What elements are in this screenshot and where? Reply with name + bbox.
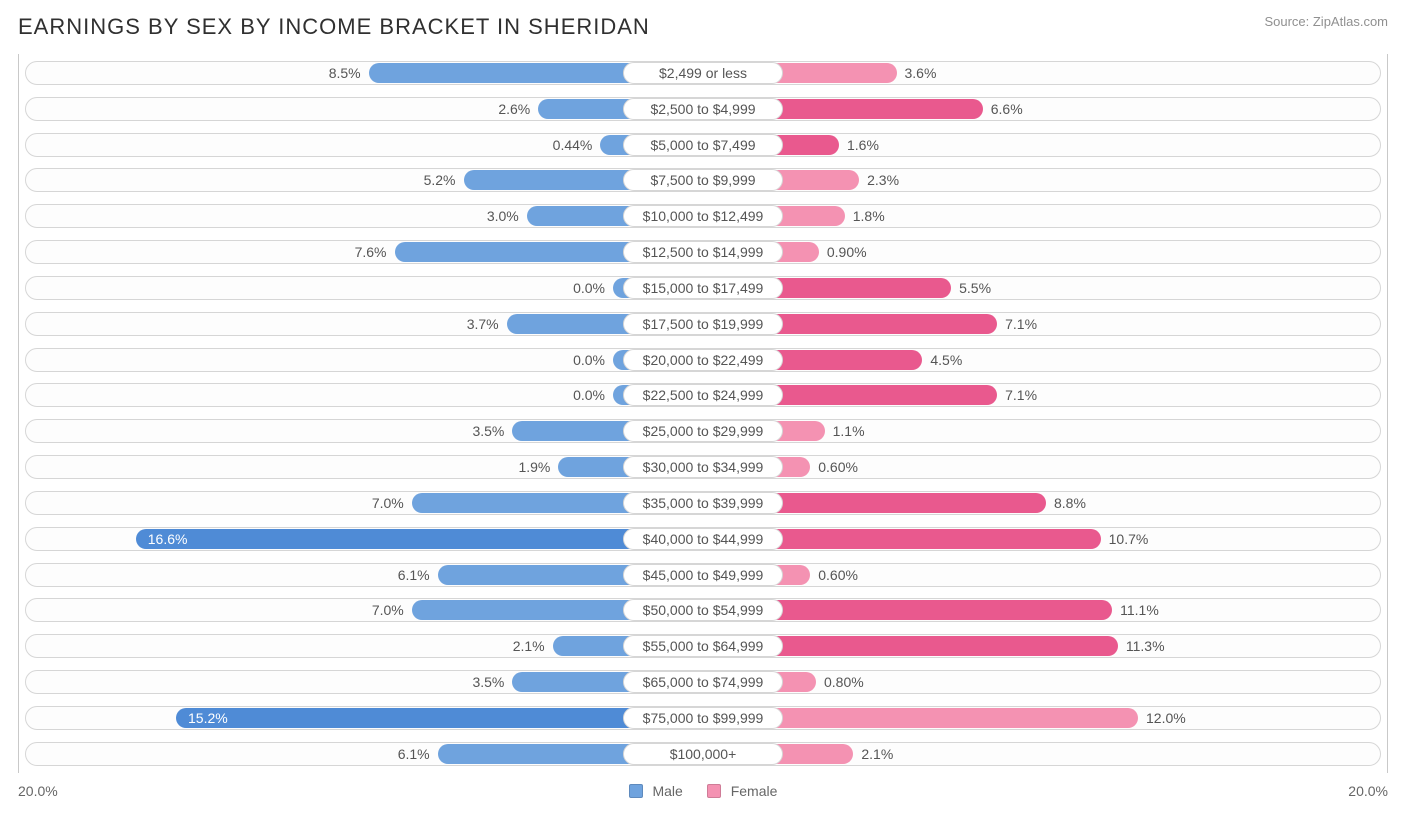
chart-row: 0.44% 1.6% $5,000 to $7,499	[19, 130, 1387, 160]
bracket-label: $7,500 to $9,999	[623, 169, 783, 191]
legend-swatch-male	[629, 784, 643, 798]
male-pct-label: 3.7%	[467, 316, 499, 332]
chart-row: 3.0% 1.8% $10,000 to $12,499	[19, 201, 1387, 231]
male-pct-label: 15.2%	[188, 710, 228, 726]
chart-title: EARNINGS BY SEX BY INCOME BRACKET IN SHE…	[18, 14, 650, 40]
chart-row: 2.1% 11.3% $55,000 to $64,999	[19, 631, 1387, 661]
bracket-label: $22,500 to $24,999	[623, 384, 783, 406]
chart-row: 3.5% 1.1% $25,000 to $29,999	[19, 416, 1387, 446]
female-pct-label: 0.80%	[824, 674, 864, 690]
female-pct-label: 0.60%	[818, 459, 858, 475]
chart-row: 3.7% 7.1% $17,500 to $19,999	[19, 309, 1387, 339]
bracket-label: $50,000 to $54,999	[623, 599, 783, 621]
chart-row: 0.0% 4.5% $20,000 to $22,499	[19, 345, 1387, 375]
female-pct-label: 1.8%	[853, 208, 885, 224]
source-attribution: Source: ZipAtlas.com	[1264, 14, 1388, 29]
female-pct-label: 7.1%	[1005, 316, 1037, 332]
bracket-label: $12,500 to $14,999	[623, 241, 783, 263]
chart-row: 3.5% 0.80% $65,000 to $74,999	[19, 667, 1387, 697]
female-pct-label: 3.6%	[905, 65, 937, 81]
bracket-label: $35,000 to $39,999	[623, 492, 783, 514]
male-pct-label: 16.6%	[148, 531, 188, 547]
chart-row: 7.6% 0.90% $12,500 to $14,999	[19, 237, 1387, 267]
chart-row: 0.0% 7.1% $22,500 to $24,999	[19, 380, 1387, 410]
bracket-label: $55,000 to $64,999	[623, 635, 783, 657]
chart-row: 7.0% 8.8% $35,000 to $39,999	[19, 488, 1387, 518]
chart-row: 6.1% 2.1% $100,000+	[19, 739, 1387, 769]
legend-label-female: Female	[731, 783, 778, 799]
female-pct-label: 11.3%	[1126, 638, 1165, 654]
female-pct-label: 4.5%	[930, 352, 962, 368]
header: EARNINGS BY SEX BY INCOME BRACKET IN SHE…	[18, 10, 1388, 54]
bracket-label: $45,000 to $49,999	[623, 564, 783, 586]
legend: Male Female	[629, 783, 778, 799]
chart-rows: 8.5% 3.6% $2,499 or less 2.6% 6.6% $2,500 to …	[19, 54, 1387, 773]
chart-container: EARNINGS BY SEX BY INCOME BRACKET IN SHE…	[0, 0, 1406, 813]
male-pct-label: 1.9%	[518, 459, 550, 475]
male-pct-label: 7.6%	[355, 244, 387, 260]
chart-row: 6.1% 0.60% $45,000 to $49,999	[19, 560, 1387, 590]
bracket-label: $5,000 to $7,499	[623, 134, 783, 156]
male-pct-label: 0.44%	[553, 137, 593, 153]
legend-swatch-female	[707, 784, 721, 798]
chart-row: 8.5% 3.6% $2,499 or less	[19, 58, 1387, 88]
chart-plot-area: 8.5% 3.6% $2,499 or less 2.6% 6.6% $2,500 to …	[18, 54, 1388, 773]
male-pct-label: 7.0%	[372, 602, 404, 618]
chart-row: 16.6% 10.7% $40,000 to $44,999	[19, 524, 1387, 554]
male-pct-label: 3.5%	[472, 674, 504, 690]
male-pct-label: 0.0%	[573, 280, 605, 296]
male-pct-label: 0.0%	[573, 352, 605, 368]
male-pct-label: 6.1%	[398, 567, 430, 583]
legend-item-female: Female	[707, 783, 778, 799]
male-pct-label: 8.5%	[329, 65, 361, 81]
male-pct-label: 6.1%	[398, 746, 430, 762]
legend-item-male: Male	[629, 783, 683, 799]
bracket-label: $30,000 to $34,999	[623, 456, 783, 478]
female-pct-label: 0.90%	[827, 244, 867, 260]
bracket-label: $25,000 to $29,999	[623, 420, 783, 442]
female-pct-label: 0.60%	[818, 567, 858, 583]
female-pct-label: 10.7%	[1109, 531, 1149, 547]
female-pct-label: 8.8%	[1054, 495, 1086, 511]
female-pct-label: 2.3%	[867, 172, 899, 188]
male-pct-label: 2.6%	[498, 101, 530, 117]
bracket-label: $20,000 to $22,499	[623, 349, 783, 371]
axis-left-label: 20.0%	[18, 783, 58, 799]
female-pct-label: 2.1%	[861, 746, 893, 762]
chart-row: 15.2% 12.0% $75,000 to $99,999	[19, 703, 1387, 733]
female-pct-label: 11.1%	[1120, 602, 1159, 618]
bracket-label: $10,000 to $12,499	[623, 205, 783, 227]
bracket-label: $65,000 to $74,999	[623, 671, 783, 693]
chart-row: 7.0% 11.1% $50,000 to $54,999	[19, 595, 1387, 625]
chart-row: 0.0% 5.5% $15,000 to $17,499	[19, 273, 1387, 303]
female-pct-label: 7.1%	[1005, 387, 1037, 403]
female-pct-label: 5.5%	[959, 280, 991, 296]
male-pct-label: 3.0%	[487, 208, 519, 224]
bracket-label: $2,499 or less	[623, 62, 783, 84]
chart-row: 1.9% 0.60% $30,000 to $34,999	[19, 452, 1387, 482]
bracket-label: $100,000+	[623, 743, 783, 765]
male-pct-label: 5.2%	[424, 172, 456, 188]
male-pct-label: 0.0%	[573, 387, 605, 403]
male-bar	[136, 529, 703, 549]
bracket-label: $40,000 to $44,999	[623, 528, 783, 550]
chart-row: 5.2% 2.3% $7,500 to $9,999	[19, 165, 1387, 195]
male-pct-label: 2.1%	[513, 638, 545, 654]
bracket-label: $2,500 to $4,999	[623, 98, 783, 120]
chart-row: 2.6% 6.6% $2,500 to $4,999	[19, 94, 1387, 124]
axis-right-label: 20.0%	[1348, 783, 1388, 799]
female-pct-label: 6.6%	[991, 101, 1023, 117]
legend-label-male: Male	[652, 783, 682, 799]
female-pct-label: 1.1%	[833, 423, 865, 439]
male-pct-label: 3.5%	[472, 423, 504, 439]
bracket-label: $15,000 to $17,499	[623, 277, 783, 299]
bracket-label: $17,500 to $19,999	[623, 313, 783, 335]
bracket-label: $75,000 to $99,999	[623, 707, 783, 729]
male-pct-label: 7.0%	[372, 495, 404, 511]
chart-footer: 20.0% Male Female 20.0%	[18, 773, 1388, 799]
female-pct-label: 1.6%	[847, 137, 879, 153]
female-pct-label: 12.0%	[1146, 710, 1186, 726]
